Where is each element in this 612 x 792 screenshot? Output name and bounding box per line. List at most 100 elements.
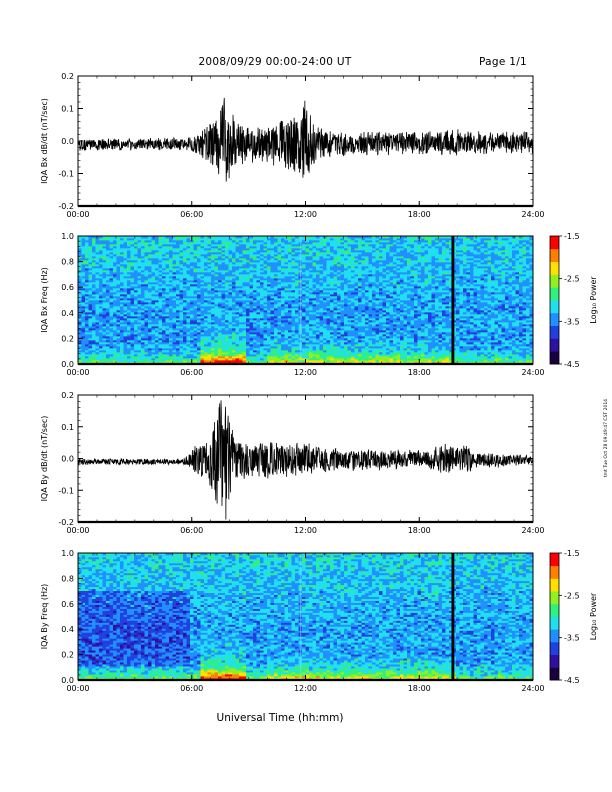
- spectrogram-cell: [172, 262, 177, 265]
- spectrogram-cell: [267, 298, 271, 301]
- spectrogram-cell: [239, 260, 243, 263]
- spectrogram-cell: [235, 318, 240, 321]
- spectrogram-cell: [137, 272, 142, 275]
- spectrogram-cell: [172, 296, 177, 299]
- spectrogram-cell: [88, 272, 93, 275]
- spectrogram-cell: [340, 308, 345, 311]
- spectrogram-cell: [246, 334, 250, 337]
- spectrogram-cell: [242, 260, 247, 263]
- spectrogram-cell: [267, 296, 271, 299]
- spectrogram-cell: [151, 304, 156, 307]
- spectrogram-cell: [225, 312, 229, 315]
- spectrogram-cell: [116, 260, 121, 263]
- spectrogram-cell: [169, 334, 173, 337]
- spectrogram-cell: [176, 324, 180, 327]
- spectrogram-cell: [337, 322, 341, 325]
- spectrogram-cell: [200, 296, 205, 299]
- spectrogram-cell: [228, 310, 233, 313]
- spectrogram-cell: [200, 308, 205, 311]
- spectrogram-cell: [326, 268, 331, 271]
- spectrogram-cell: [197, 256, 201, 259]
- spectrogram-cell: [141, 282, 145, 285]
- spectrogram-cell: [211, 278, 215, 281]
- spectrogram-cell: [127, 328, 131, 331]
- spectrogram-cell: [123, 348, 128, 351]
- spectrogram-cell: [200, 252, 205, 255]
- spectrogram-cell: [302, 278, 306, 281]
- spectrogram-cell: [88, 242, 93, 245]
- spectrogram-cell: [235, 310, 240, 313]
- spectrogram-cell: [309, 246, 313, 249]
- spectrogram-cell: [151, 264, 156, 267]
- spectrogram-cell: [277, 334, 282, 337]
- spectrogram-cell: [120, 310, 124, 313]
- panel-1: -0.2-0.10.00.10.200:00 06:00 12:00 18:00 24:…: [40, 72, 545, 219]
- spectrogram-cell: [333, 280, 338, 283]
- spectrogram-cell: [305, 300, 310, 303]
- spectrogram-cell: [137, 330, 142, 333]
- spectrogram-cell: [221, 282, 226, 285]
- spectrogram-cell: [176, 256, 180, 259]
- spectrogram-cell: [176, 268, 180, 271]
- spectrogram-cell: [123, 326, 128, 329]
- spectrogram-cell: [92, 248, 96, 251]
- spectrogram-cell: [81, 260, 86, 263]
- spectrogram-cell: [176, 320, 180, 323]
- spectrogram-cell: [193, 246, 198, 249]
- spectrogram-cell: [270, 296, 275, 299]
- spectrogram-cell: [183, 330, 187, 333]
- spectrogram-cell: [155, 326, 159, 329]
- spectrogram-cell: [190, 300, 194, 303]
- spectrogram-cell: [155, 328, 159, 331]
- spectrogram-cell: [169, 320, 173, 323]
- spectrogram-cell: [235, 324, 240, 327]
- spectrogram-cell: [330, 262, 334, 265]
- spectrogram-cell: [249, 272, 254, 275]
- spectrogram-cell: [141, 288, 145, 291]
- spectrogram-cell: [267, 300, 271, 303]
- spectrogram-cell: [113, 286, 117, 289]
- spectrogram-cell: [144, 240, 149, 243]
- spectrogram-cell: [106, 272, 110, 275]
- spectrogram-cell: [263, 320, 268, 323]
- spectrogram-cell: [225, 250, 229, 253]
- spectrogram-cell: [137, 282, 142, 285]
- spectrogram-cell: [190, 248, 194, 251]
- spectrogram-cell: [197, 248, 201, 251]
- spectrogram-cell: [148, 278, 152, 281]
- spectrogram-cell: [274, 240, 278, 243]
- spectrogram-cell: [99, 330, 103, 333]
- spectrogram-cell: [270, 254, 275, 257]
- spectrogram-cell: [120, 330, 124, 333]
- spectrogram-cell: [190, 272, 194, 275]
- spectrogram-cell: [197, 260, 201, 263]
- spectrogram-cell: [99, 254, 103, 257]
- spectrogram-cell: [207, 304, 212, 307]
- spectrogram-cell: [333, 322, 338, 325]
- spectrogram-cell: [190, 324, 194, 327]
- spectrogram-cell: [179, 338, 184, 341]
- spectrogram-cell: [218, 330, 222, 333]
- spectrogram-cell: [214, 356, 219, 359]
- spectrogram-cell: [127, 348, 131, 351]
- spectrogram-cell: [197, 272, 201, 275]
- spectrogram-cell: [214, 292, 219, 295]
- spectrogram-cell: [305, 290, 310, 293]
- spectrogram-cell: [155, 324, 159, 327]
- spectrogram-cell: [340, 316, 345, 319]
- spectrogram-cell: [155, 336, 159, 339]
- spectrogram-cell: [312, 360, 317, 363]
- spectrogram-cell: [270, 294, 275, 297]
- spectrogram-cell: [165, 282, 170, 285]
- spectrogram-cell: [270, 278, 275, 281]
- spectrogram-cell: [85, 270, 89, 273]
- spectrogram-cell: [253, 298, 257, 301]
- spectrogram-cell: [267, 306, 271, 309]
- spectrogram-cell: [337, 320, 341, 323]
- spectrogram-cell: [218, 276, 222, 279]
- spectrogram-cell: [123, 324, 128, 327]
- spectrogram-cell: [204, 328, 208, 331]
- spectrogram-cell: [193, 322, 198, 325]
- spectrogram-cell: [281, 296, 285, 299]
- spectrogram-cell: [340, 302, 345, 305]
